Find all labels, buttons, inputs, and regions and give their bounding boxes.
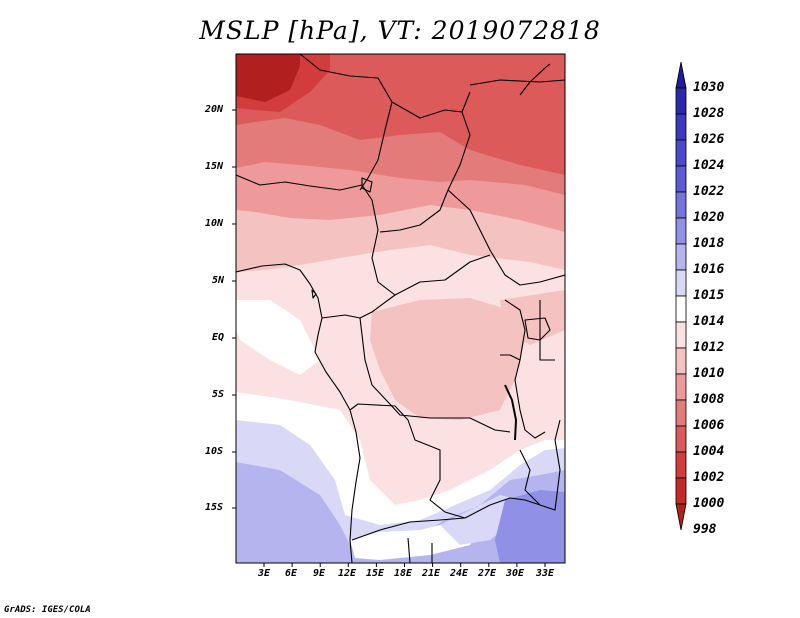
colorbar-cell (675, 477, 687, 505)
map-title: MSLP [hPa], VT: 2019072818 (199, 16, 601, 45)
grads-credit: GrADS: IGES/COLA (4, 605, 91, 615)
colorbar-label: 998 (693, 522, 717, 537)
colorbar-cell (675, 269, 687, 297)
colorbar-label: 1020 (693, 210, 725, 225)
colorbar-label: 1028 (693, 106, 725, 121)
pressure-band-1020 (495, 490, 565, 563)
colorbar-cell (675, 347, 687, 375)
colorbar-cell (675, 87, 687, 115)
lat-label: 15N (205, 161, 224, 172)
colorbar-cell (675, 61, 687, 89)
colorbar-label: 1006 (693, 418, 725, 433)
lon-label: 15E (366, 568, 385, 579)
coast-red-sea (519, 63, 551, 96)
border-lake-tanganyika (504, 384, 517, 441)
colorbar-label: 1026 (693, 132, 725, 147)
lon-label: 27E (478, 568, 497, 579)
lon-label: 21E (422, 568, 441, 579)
lake-victoria (524, 317, 551, 341)
pressure-band-1016-inland (440, 495, 520, 545)
lon-label: 6E (285, 568, 298, 579)
colorbar-cell (675, 373, 687, 401)
colorbar-cell (675, 321, 687, 349)
lon-label: 33E (536, 568, 555, 579)
colorbar-label: 1014 (693, 314, 725, 329)
lon-label: 12E (338, 568, 357, 579)
colorbar-label: 1010 (693, 366, 725, 381)
colorbar-label: 1018 (693, 236, 725, 251)
colorbar-cell (675, 165, 687, 193)
lat-label: 15S (205, 502, 224, 513)
border-east-north (469, 79, 565, 86)
border-east (447, 91, 565, 286)
pressure-band-1004 (236, 54, 565, 175)
colorbar-label: 1016 (693, 262, 725, 277)
border-south (351, 497, 541, 563)
border-mozambique (519, 419, 561, 511)
colorbar-cell (675, 503, 687, 531)
colorbar-label: 1012 (693, 340, 725, 355)
colorbar-label: 1022 (693, 184, 725, 199)
colorbar-cell (675, 217, 687, 245)
colorbar-cell (675, 295, 687, 323)
lake-chad (361, 177, 373, 193)
lon-label: 9E (313, 568, 326, 579)
colorbar-label: 1002 (693, 470, 725, 485)
pressure-band-1014-west (236, 300, 320, 375)
pressure-band-1010-congo (370, 298, 525, 420)
lat-label: 10N (205, 218, 224, 229)
lat-label: 20N (205, 104, 224, 115)
colorbar-label: 1008 (693, 392, 725, 407)
border-angola (349, 403, 466, 519)
lat-label: 5N (212, 275, 225, 286)
colorbar-cell (675, 139, 687, 167)
border-sahel (236, 174, 379, 231)
coastline (236, 263, 361, 563)
colorbar-cell (675, 191, 687, 219)
colorbar-cell (675, 451, 687, 479)
colorbar-label: 1024 (693, 158, 725, 173)
lat-label: EQ (212, 332, 225, 343)
lon-label: 24E (450, 568, 469, 579)
colorbar-cell (675, 243, 687, 271)
pressure-band-998 (236, 54, 300, 102)
border-eastafrica (500, 299, 555, 439)
colorbar-cell (675, 425, 687, 453)
map-frame (235, 53, 566, 564)
lon-label: 30E (506, 568, 525, 579)
lon-label: 18E (394, 568, 413, 579)
lat-label: 5S (212, 389, 225, 400)
lat-label: 10S (205, 446, 224, 457)
colorbar-cell (675, 399, 687, 427)
colorbar-label: 1015 (693, 288, 725, 303)
island-bioko (311, 289, 317, 299)
colorbar-label: 1004 (693, 444, 725, 459)
border-sudan (379, 101, 471, 233)
border-car (371, 229, 491, 296)
colorbar-label: 1030 (693, 80, 725, 95)
border-congo (321, 294, 511, 433)
colorbar-cell (675, 113, 687, 141)
lon-label: 3E (258, 568, 271, 579)
colorbar-label: 1000 (693, 496, 725, 511)
